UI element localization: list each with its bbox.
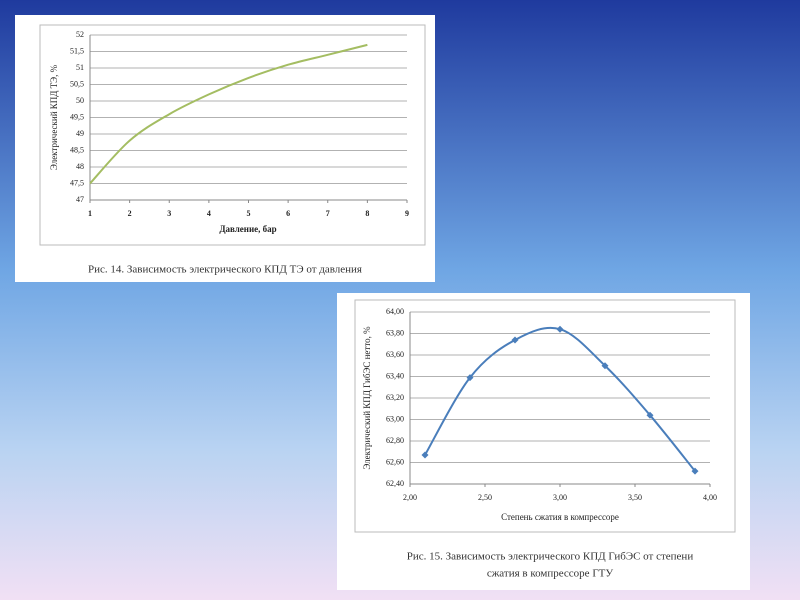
y-tick-label: 49,5	[70, 112, 84, 121]
x-tick-label: 2,00	[403, 493, 417, 502]
x-tick-label: 3	[167, 209, 171, 218]
y-tick-label: 51	[76, 63, 84, 72]
figure-panel	[15, 15, 435, 282]
x-tick-label: 8	[365, 209, 369, 218]
x-tick-label: 3,50	[628, 493, 642, 502]
x-tick-label: 4	[207, 209, 211, 218]
line	[89, 43, 368, 185]
x-axis-label: Давление, бар	[219, 224, 276, 234]
marker	[691, 467, 699, 475]
y-tick-label: 51,5	[70, 46, 84, 55]
marker	[601, 362, 609, 370]
figure-caption: Рис. 14. Зависимость электрического КПД …	[88, 264, 362, 276]
y-tick-label: 52	[76, 30, 84, 39]
y-tick-label: 62,80	[386, 436, 404, 445]
x-tick-label: 3,00	[553, 493, 567, 502]
x-axis-label: Степень сжатия в компрессоре	[501, 512, 619, 522]
figure-panel	[337, 293, 750, 590]
y-tick-label: 63,80	[386, 328, 404, 337]
y-tick-label: 49	[76, 129, 84, 138]
figure-caption: Рис. 15. Зависимость электрического КПД …	[407, 551, 694, 563]
y-tick-label: 63,20	[386, 393, 404, 402]
y-tick-label: 62,40	[386, 479, 404, 488]
y-tick-label: 48	[76, 162, 84, 171]
y-tick-label: 48,5	[70, 145, 84, 154]
marker	[466, 374, 474, 382]
x-tick-label: 6	[286, 209, 290, 218]
y-tick-label: 50,5	[70, 79, 84, 88]
figure-caption: сжатия в компрессоре ГТУ	[487, 568, 614, 580]
x-tick-label: 7	[326, 209, 330, 218]
y-tick-label: 63,40	[386, 371, 404, 380]
x-tick-label: 5	[247, 209, 251, 218]
y-tick-label: 63,60	[386, 350, 404, 359]
y-tick-label: 62,60	[386, 457, 404, 466]
x-tick-label: 2,50	[478, 493, 492, 502]
marker	[421, 451, 429, 459]
marker	[646, 411, 654, 419]
marker	[511, 336, 519, 344]
y-tick-label: 63,00	[386, 414, 404, 423]
x-tick-label: 9	[405, 209, 409, 218]
x-tick-label: 2	[128, 209, 132, 218]
y-axis-label: Электрический КПД ТЭ, %	[49, 64, 59, 170]
y-tick-label: 50	[76, 96, 84, 105]
y-tick-label: 47,5	[70, 178, 84, 187]
x-tick-label: 4,00	[703, 493, 717, 502]
marker	[556, 325, 564, 333]
y-tick-label: 47	[76, 195, 84, 204]
x-tick-label: 1	[88, 209, 92, 218]
y-axis-label: Электрический КПД ГибЭС нетто, %	[362, 326, 372, 470]
chart-frame	[354, 299, 736, 533]
y-tick-label: 64,00	[386, 307, 404, 316]
chart-frame	[39, 24, 426, 246]
